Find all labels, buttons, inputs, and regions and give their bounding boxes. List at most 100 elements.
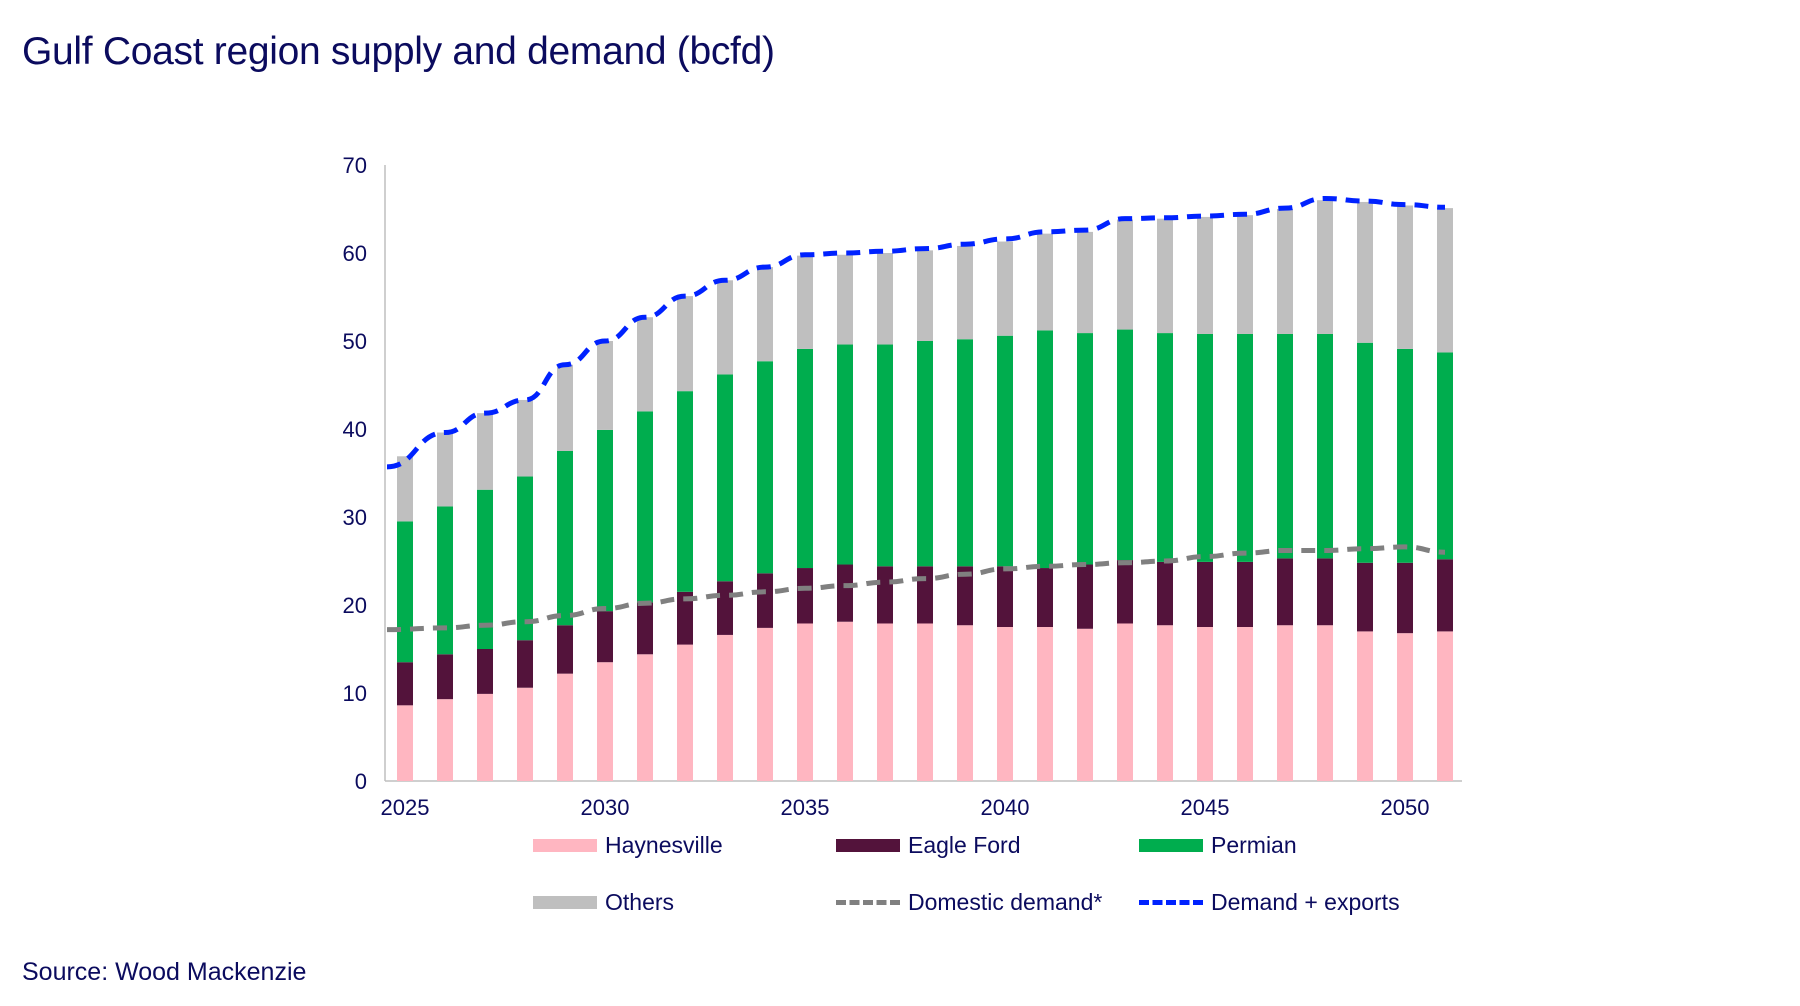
bar-eagle-ford-2037 [877,566,893,624]
legend-swatch [1139,839,1203,852]
y-tick-label: 60 [343,241,367,266]
source-note: Source: Wood Mackenzie [22,958,307,986]
bar-haynesville-2027 [477,693,493,781]
bar-permian-2043 [1117,329,1133,561]
bar-eagle-ford-2043 [1117,560,1133,624]
bar-eagle-ford-2036 [837,564,853,622]
bar-eagle-ford-2050 [1397,562,1413,634]
bar-others-2038 [917,250,933,341]
bar-others-2033 [717,280,733,375]
bar-permian-2028 [517,476,533,641]
bar-eagle-ford-2044 [1157,561,1173,626]
bar-eagle-ford-2033 [717,581,733,635]
bar-haynesville-2035 [797,623,813,781]
bar-eagle-ford-2025 [397,662,413,706]
bar-others-2031 [637,317,653,412]
bar-eagle-ford-2027 [477,649,493,694]
bar-eagle-ford-2028 [517,640,533,688]
bar-haynesville-2050 [1397,633,1413,781]
bar-permian-2034 [757,361,773,574]
legend-item: Demand + exports [1139,889,1400,916]
bar-permian-2039 [957,339,973,567]
legend-label: Domestic demand* [908,889,1103,915]
bar-permian-2036 [837,344,853,565]
legend-label: Permian [1211,832,1297,858]
bar-others-2028 [517,399,533,477]
bar-haynesville-2040 [997,627,1013,781]
bar-eagle-ford-2051 [1437,559,1453,632]
y-tick-label: 40 [343,417,367,442]
bar-permian-2049 [1357,342,1373,563]
bar-others-2046 [1237,215,1253,334]
bar-eagle-ford-2035 [797,568,813,624]
bar-others-2040 [997,241,1013,336]
legend-swatch [836,839,900,852]
bar-others-2045 [1197,216,1213,334]
bar-permian-2030 [597,429,613,612]
line-domestic-demand- [386,544,1446,633]
bar-haynesville-2043 [1117,623,1133,781]
bar-eagle-ford-2045 [1197,561,1213,627]
x-tick-label: 2035 [781,795,830,820]
bar-haynesville-2042 [1077,628,1093,781]
bar-others-2043 [1117,219,1133,330]
y-tick-label: 30 [343,505,367,530]
y-tick-label: 50 [343,329,367,354]
bar-haynesville-2048 [1317,625,1333,781]
bar-haynesville-2029 [557,673,573,781]
bar-haynesville-2041 [1037,627,1053,781]
y-tick-label: 10 [343,681,367,706]
legend-item: Permian [1139,832,1297,859]
legend-label: Demand + exports [1211,889,1400,915]
bar-eagle-ford-2048 [1317,558,1333,626]
bar-eagle-ford-2030 [597,611,613,663]
bar-others-2037 [877,253,893,345]
legend-label: Eagle Ford [908,832,1021,858]
bar-eagle-ford-2038 [917,566,933,624]
bar-permian-2026 [437,506,453,655]
bar-haynesville-2049 [1357,631,1373,781]
bar-permian-2048 [1317,333,1333,559]
bar-haynesville-2045 [1197,627,1213,781]
bar-permian-2033 [717,374,733,582]
bar-eagle-ford-2031 [637,602,653,655]
legend-swatch [533,839,597,852]
x-tick-label: 2025 [381,795,430,820]
bar-others-2036 [837,254,853,345]
bar-eagle-ford-2042 [1077,564,1093,629]
x-tick-label: 2030 [581,795,630,820]
bar-haynesville-2025 [397,705,413,781]
bar-eagle-ford-2039 [957,566,973,626]
bar-others-2050 [1397,205,1413,349]
bar-haynesville-2030 [597,662,613,781]
bar-others-2042 [1077,231,1093,334]
bar-others-2048 [1317,200,1333,334]
bar-permian-2051 [1437,352,1453,560]
bar-haynesville-2032 [677,644,693,781]
bar-eagle-ford-2032 [677,591,693,645]
legend-label: Others [605,889,675,915]
bar-others-2025 [397,456,413,522]
bar-permian-2037 [877,344,893,567]
bar-haynesville-2026 [437,699,453,781]
bar-eagle-ford-2034 [757,573,773,628]
bar-others-2029 [557,364,573,451]
legend-item: Haynesville [533,832,723,859]
bar-others-2027 [477,413,493,490]
legend-swatch [533,896,597,909]
bar-others-2049 [1357,201,1373,343]
bar-haynesville-2047 [1277,625,1293,781]
bar-permian-2050 [1397,348,1413,563]
bar-eagle-ford-2040 [997,566,1013,627]
bar-others-2047 [1277,209,1293,334]
chart-title: Gulf Coast region supply and demand (bcf… [22,30,775,73]
bar-eagle-ford-2049 [1357,562,1373,632]
bar-eagle-ford-2046 [1237,561,1253,627]
bar-haynesville-2036 [837,621,853,781]
bar-haynesville-2046 [1237,627,1253,781]
bar-haynesville-2037 [877,623,893,781]
bar-permian-2045 [1197,333,1213,562]
bar-eagle-ford-2026 [437,654,453,700]
bar-haynesville-2051 [1437,631,1453,781]
bar-others-2039 [957,245,973,340]
